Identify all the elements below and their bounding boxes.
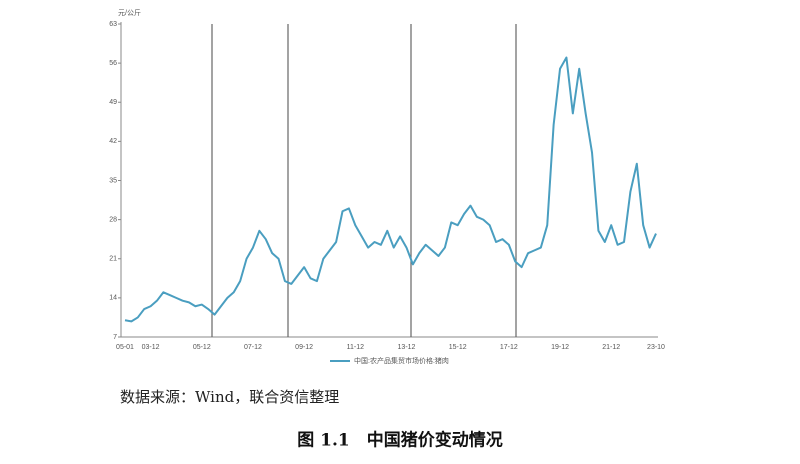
y-tick-label: 21 <box>109 256 117 263</box>
x-tick-label: 17-12 <box>500 344 518 351</box>
y-tick-label: 28 <box>109 216 117 223</box>
y-tick-label: 63 <box>109 21 117 28</box>
x-tick-label: 21-12 <box>602 344 620 351</box>
y-tick-label: 7 <box>113 334 117 341</box>
x-tick-label: 11-12 <box>347 344 364 351</box>
x-tick-label: 19-12 <box>551 344 569 351</box>
x-tick-label: 05-01 <box>116 344 134 351</box>
x-tick-label: 07-12 <box>244 344 262 351</box>
y-tick-label: 49 <box>109 99 117 106</box>
x-tick-label: 15-12 <box>449 344 467 351</box>
y-tick-label: 56 <box>109 60 117 67</box>
y-unit: 元/公斤 <box>118 8 141 17</box>
x-tick-label: 13-12 <box>398 344 416 351</box>
y-tick-label: 35 <box>109 177 117 184</box>
x-tick-label: 23-10 <box>647 344 665 351</box>
caption: 图 1.1 中国猪价变动情况 <box>297 430 503 451</box>
y-tick-label: 42 <box>109 138 117 145</box>
legend-label: 中国:农产品集贸市场价格:猪肉 <box>354 356 449 365</box>
x-tick-label: 09-12 <box>295 344 313 351</box>
price-line <box>124 56 657 323</box>
y-tick-label: 14 <box>109 295 117 302</box>
x-tick-label: 03-12 <box>142 344 160 351</box>
x-tick-label: 05-12 <box>193 344 211 351</box>
source-note: 数据来源：Wind，联合资信整理 <box>120 388 339 406</box>
